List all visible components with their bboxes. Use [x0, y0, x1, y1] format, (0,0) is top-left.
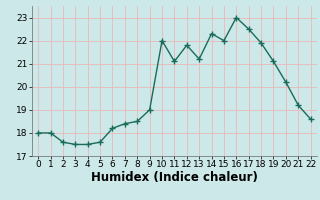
X-axis label: Humidex (Indice chaleur): Humidex (Indice chaleur) [91, 171, 258, 184]
